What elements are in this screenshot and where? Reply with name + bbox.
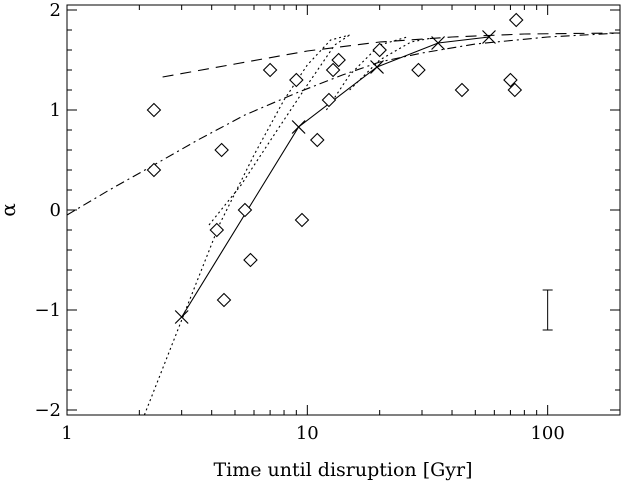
y-tick-label: 0 [50, 200, 61, 221]
cross-stroke [431, 36, 446, 50]
series-line-dotted [325, 36, 408, 111]
cross-point [431, 36, 446, 50]
series-line-dashed [162, 32, 621, 78]
x-axis-label: Time until disruption [Gyr] [213, 459, 472, 481]
plot-frame [66, 4, 621, 416]
series-line-dotted [349, 37, 433, 91]
tick-labels: 1 10 100 −2 −1 0 1 2 [34, 0, 564, 444]
y-tick-label: 1 [50, 100, 61, 121]
series-line-dashdot [66, 32, 621, 216]
diamond-point [309, 132, 325, 148]
diamond-point [146, 162, 162, 178]
y-tick-label: 2 [50, 0, 61, 21]
diamond-point [243, 252, 258, 268]
series-line-dotted [208, 34, 350, 226]
y-axis-label: α [0, 203, 20, 217]
diamond-point [503, 72, 518, 88]
diamond-point [289, 72, 304, 88]
series-line-dotted [143, 34, 350, 416]
x-tick-label: 10 [296, 423, 319, 444]
diamond-point [321, 92, 337, 108]
diamond-point [237, 202, 253, 218]
diamond-point [216, 292, 232, 308]
x-tick-label: 100 [530, 423, 564, 444]
error-bar [542, 289, 553, 331]
diamond-point [454, 82, 470, 98]
y-tick-label: −2 [34, 400, 61, 421]
cross-stroke [482, 30, 496, 44]
data-markers [146, 12, 524, 324]
series-line-solid [181, 36, 490, 318]
diamond-point [294, 212, 310, 228]
diamond-point [508, 12, 524, 28]
diamond-point [209, 222, 225, 238]
cross-stroke [174, 310, 189, 324]
diamond-point [325, 62, 341, 78]
axis-ticks [66, 5, 621, 415]
series-lines [66, 32, 621, 416]
cross-point [482, 30, 496, 44]
diamond-point [507, 82, 523, 98]
diamond-point [262, 62, 278, 78]
cross-stroke [291, 120, 306, 134]
cross-point [370, 60, 384, 74]
x-tick-label: 1 [61, 423, 72, 444]
diamond-point [372, 42, 387, 58]
diamond-point [411, 62, 426, 78]
diamond-point [146, 102, 162, 118]
diamond-point [214, 142, 229, 158]
diamond-point [331, 52, 346, 68]
cross-point [174, 310, 189, 324]
cross-point [291, 120, 306, 134]
y-tick-label: −1 [34, 300, 61, 321]
cross-stroke [370, 60, 384, 74]
